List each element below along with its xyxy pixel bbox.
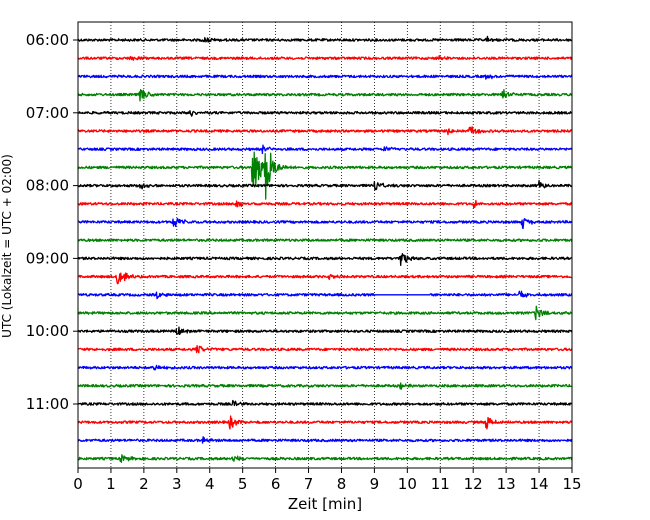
x-tick-label: 6 bbox=[271, 475, 281, 493]
trace-row-23 bbox=[77, 454, 573, 463]
y-axis-ticks: 06:00 07:00 08:00 09:00 10:00 11:00 bbox=[26, 31, 78, 413]
trace-row-11 bbox=[77, 238, 573, 243]
trace-row-4 bbox=[77, 110, 573, 117]
x-tick-label: 3 bbox=[172, 475, 182, 493]
y-tick-label: 08:00 bbox=[26, 177, 69, 195]
x-tick-label: 10 bbox=[398, 475, 417, 493]
trace-row-22 bbox=[77, 436, 573, 444]
trace-row-13 bbox=[77, 272, 573, 285]
x-tick-label: 13 bbox=[497, 475, 516, 493]
y-tick-label: 06:00 bbox=[26, 31, 69, 49]
x-axis-label: Zeit [min] bbox=[288, 495, 362, 513]
x-tick-label: 11 bbox=[431, 475, 450, 493]
trace-row-3 bbox=[77, 88, 573, 102]
trace-row-16 bbox=[77, 326, 573, 336]
trace-row-9 bbox=[77, 199, 573, 209]
x-tick-label: 0 bbox=[73, 475, 83, 493]
x-tick-label: 7 bbox=[304, 475, 314, 493]
x-tick-label: 1 bbox=[106, 475, 116, 493]
x-tick-label: 4 bbox=[205, 475, 215, 493]
y-tick-label: 09:00 bbox=[26, 249, 69, 267]
trace-row-1 bbox=[77, 54, 573, 61]
plot-frame bbox=[77, 21, 573, 469]
trace-row-21 bbox=[77, 415, 573, 430]
trace-row-8 bbox=[77, 179, 573, 191]
x-tick-label: 14 bbox=[530, 475, 549, 493]
trace-row-5 bbox=[77, 126, 573, 136]
y-tick-label: 07:00 bbox=[26, 104, 69, 122]
trace-row-14 bbox=[77, 290, 573, 300]
trace-row-17 bbox=[77, 344, 573, 354]
y-axis-label: UTC (Lokalzeit = UTC + 02:00) bbox=[0, 154, 14, 338]
x-tick-label: 5 bbox=[238, 475, 248, 493]
grid-lines bbox=[110, 22, 540, 468]
trace-row-19 bbox=[77, 382, 573, 390]
trace-row-12 bbox=[77, 252, 573, 267]
trace-row-2 bbox=[77, 74, 573, 80]
x-tick-label: 12 bbox=[464, 475, 483, 493]
trace-row-20 bbox=[77, 399, 573, 407]
x-tick-label: 15 bbox=[562, 475, 581, 493]
trace-row-18 bbox=[77, 364, 573, 371]
y-tick-label: 11:00 bbox=[26, 395, 69, 413]
trace-row-7 bbox=[77, 151, 573, 200]
x-tick-label: 9 bbox=[370, 475, 380, 493]
seismogram-traces bbox=[77, 35, 573, 463]
x-axis-ticks: 0 1 2 3 4 5 6 7 8 9 10 11 12 13 14 15 bbox=[73, 468, 582, 493]
trace-row-10 bbox=[77, 217, 573, 230]
x-tick-label: 2 bbox=[139, 475, 149, 493]
x-tick-label: 8 bbox=[337, 475, 347, 493]
y-tick-label: 10:00 bbox=[26, 322, 69, 340]
trace-row-6 bbox=[77, 144, 573, 155]
trace-row-15 bbox=[77, 305, 573, 321]
trace-row-0 bbox=[77, 35, 573, 43]
